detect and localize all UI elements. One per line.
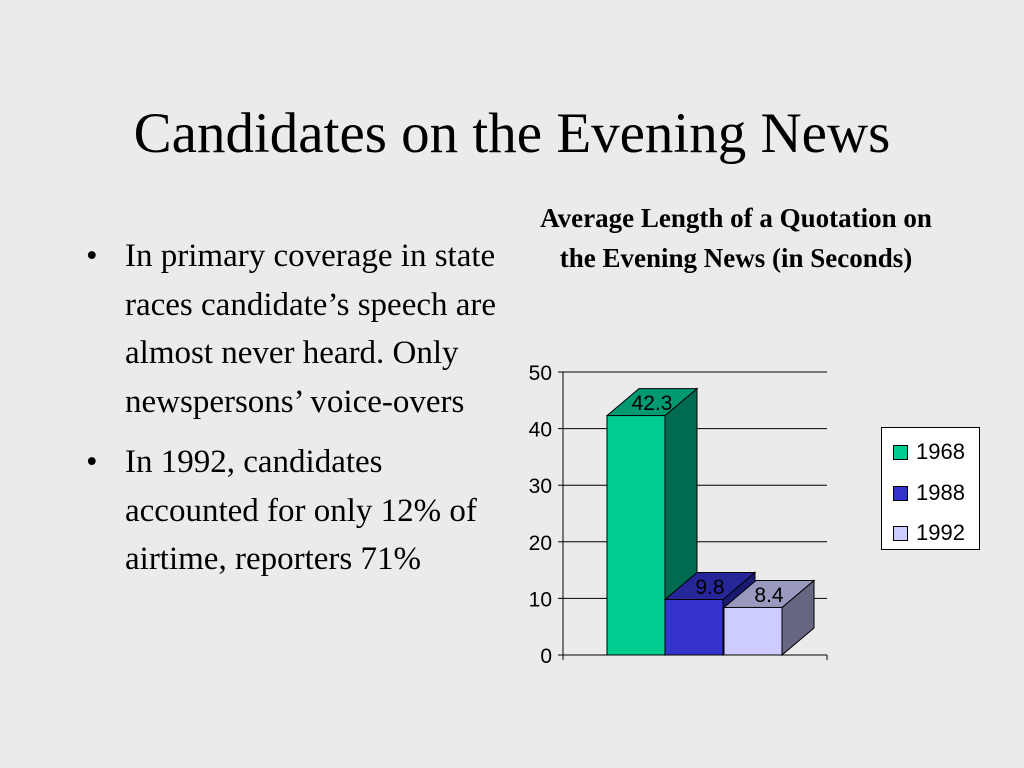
bullet-item: • In primary coverage in state races cand… — [84, 232, 504, 426]
bar — [606, 415, 666, 656]
slide-title: Candidates on the Evening News — [133, 102, 891, 165]
bullet-item: • In 1992, candidates accounted for only … — [84, 438, 504, 584]
bar — [664, 599, 724, 656]
chart-title: Average Length of a Quotation on the Eve… — [540, 203, 932, 273]
legend-label: 1968 — [916, 439, 965, 464]
legend-label: 1992 — [916, 520, 965, 545]
bullet-icon: • — [86, 238, 98, 274]
y-tick-label: 40 — [529, 419, 552, 442]
legend-item-1968: 1968 — [893, 439, 965, 464]
legend-item-1988: 1988 — [893, 480, 965, 505]
y-tick-label: 30 — [529, 475, 552, 498]
legend-swatch — [893, 485, 908, 501]
data-label: 8.4 — [754, 584, 784, 607]
bar-chart: 0 10 20 30 40 50 42.3 9.8 8.4 — [529, 362, 828, 668]
y-tick-label: 50 — [529, 362, 552, 385]
legend-label: 1988 — [916, 480, 965, 505]
legend-swatch — [893, 525, 908, 541]
bullet-icon: • — [86, 444, 98, 480]
data-label: 9.8 — [695, 576, 724, 599]
y-tick-label: 10 — [529, 588, 552, 611]
legend-item-1992: 1992 — [893, 520, 965, 545]
y-tick-label: 0 — [540, 645, 552, 668]
data-label: 42.3 — [632, 392, 673, 415]
legend-swatch — [893, 444, 908, 460]
chart-legend: 1968 1988 1992 — [881, 427, 980, 550]
y-tick-label: 20 — [529, 532, 552, 555]
bullet-text: In primary coverage in state races candi… — [125, 238, 497, 420]
bar — [723, 606, 783, 656]
bullet-list: • In primary coverage in state races cand… — [84, 232, 504, 596]
bullet-text: In 1992, candidates accounted for only 1… — [125, 444, 477, 577]
